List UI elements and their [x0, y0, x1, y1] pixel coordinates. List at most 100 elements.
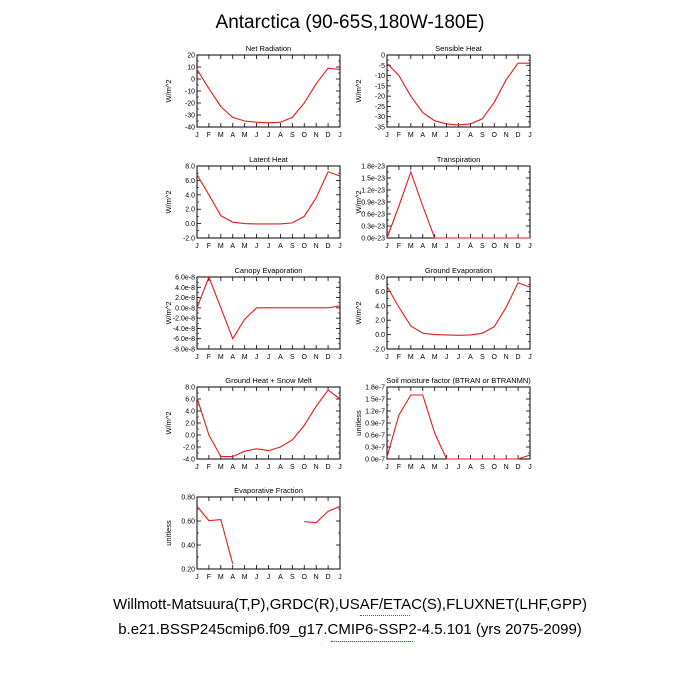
x-tick-label: J — [195, 243, 199, 250]
spell-squiggle-1 — [360, 614, 410, 616]
x-tick-label: J — [445, 132, 449, 139]
x-tick-label: D — [326, 243, 331, 250]
y-tick-label: 0.0 — [185, 433, 195, 440]
x-tick-label: M — [242, 464, 248, 471]
x-tick-label: M — [218, 574, 224, 581]
x-tick-label: N — [314, 243, 319, 250]
y-tick-label: -8.0e-8 — [173, 347, 195, 354]
y-tick-label: -40 — [185, 125, 195, 132]
y-tick-label: -25 — [375, 104, 385, 111]
spell-squiggle-2 — [331, 640, 413, 642]
x-tick-label: F — [397, 132, 401, 139]
x-tick-label: O — [492, 464, 498, 471]
x-tick-label: J — [528, 354, 532, 361]
x-tick-label: O — [492, 354, 498, 361]
y-axis-label: W/m^2 — [354, 190, 363, 213]
x-tick-label: S — [480, 132, 485, 139]
x-tick-label: N — [314, 464, 319, 471]
x-tick-label: M — [242, 132, 248, 139]
x-tick-label: J — [445, 243, 449, 250]
x-tick-label: J — [528, 464, 532, 471]
y-tick-label: 6.0 — [185, 178, 195, 185]
x-tick-label: M — [242, 354, 248, 361]
x-tick-label: N — [504, 464, 509, 471]
y-tick-label: -35 — [375, 125, 385, 132]
series-line — [386, 170, 530, 239]
x-tick-label: A — [278, 354, 283, 361]
y-tick-label: 0 — [191, 77, 195, 84]
x-tick-label: M — [408, 354, 414, 361]
y-tick-label: 0.20 — [181, 567, 195, 574]
y-tick-label: -6.0e-8 — [173, 336, 195, 343]
x-tick-label: A — [420, 243, 425, 250]
x-tick-label: O — [302, 354, 308, 361]
y-tick-label: -2.0e-8 — [173, 316, 195, 323]
x-tick-label: J — [267, 574, 271, 581]
y-tick-label: -20 — [185, 101, 195, 108]
x-tick-label: A — [420, 132, 425, 139]
x-tick-label: M — [432, 243, 438, 250]
x-tick-label: A — [278, 132, 283, 139]
x-tick-label: M — [218, 464, 224, 471]
x-tick-label: J — [195, 132, 199, 139]
y-tick-label: 4.0 — [375, 303, 385, 310]
x-tick-label: J — [267, 132, 271, 139]
x-tick-label: A — [278, 574, 283, 581]
y-tick-label: 0.80 — [181, 495, 195, 502]
x-tick-label: N — [504, 243, 509, 250]
x-tick-label: O — [492, 132, 498, 139]
x-tick-label: N — [504, 354, 509, 361]
panel-frame — [196, 276, 341, 350]
x-tick-label: S — [290, 464, 295, 471]
series-line — [304, 505, 341, 524]
x-tick-label: D — [516, 132, 521, 139]
x-tick-label: O — [302, 132, 308, 139]
x-tick-label: J — [385, 354, 389, 361]
x-tick-label: D — [516, 243, 521, 250]
y-axis-label: W/m^2 — [164, 301, 173, 324]
y-tick-label: 1.8e-23 — [361, 164, 385, 171]
y-tick-label: 6.0e-8 — [175, 275, 195, 282]
x-tick-label: J — [385, 132, 389, 139]
y-tick-label: 4.0 — [185, 192, 195, 199]
x-tick-label: A — [230, 464, 235, 471]
x-tick-label: J — [457, 243, 461, 250]
panel-title: Net Radiation — [246, 44, 291, 53]
panel-4: Canopy Evaporation W/m^2 6.0e-8 4.0e-8 2.0e-… — [164, 266, 342, 361]
y-tick-label: -2.0 — [373, 347, 385, 354]
x-tick-label: J — [267, 243, 271, 250]
panel-frame — [196, 496, 341, 570]
x-tick-label: J — [195, 464, 199, 471]
x-tick-label: J — [338, 243, 342, 250]
x-tick-label: M — [432, 464, 438, 471]
x-tick-label: A — [468, 354, 473, 361]
y-tick-label: 0.0 — [375, 332, 385, 339]
panel-frame — [386, 276, 531, 350]
y-tick-label: 0.0e-23 — [361, 236, 385, 243]
x-tick-label: A — [468, 132, 473, 139]
x-tick-label: M — [408, 243, 414, 250]
x-tick-label: A — [230, 574, 235, 581]
y-tick-label: 1.2e-7 — [365, 409, 385, 416]
y-tick-label: 1.5e-7 — [365, 397, 385, 404]
y-tick-label: 20 — [187, 53, 195, 60]
y-tick-label: -2.0 — [183, 236, 195, 243]
x-tick-label: M — [432, 354, 438, 361]
panel-1: Sensible HeatW/m^20-5-10-15-20-25-30-35J… — [354, 44, 532, 139]
y-tick-label: 0.9e-7 — [365, 421, 385, 428]
x-tick-label: A — [230, 243, 235, 250]
x-tick-label: J — [267, 464, 271, 471]
x-tick-label: J — [338, 574, 342, 581]
x-tick-label: N — [314, 354, 319, 361]
x-tick-label: J — [338, 132, 342, 139]
y-axis-label: unitless — [354, 410, 363, 436]
panel-title: Latent Heat — [249, 155, 289, 164]
y-tick-label: 0.9e-23 — [361, 200, 385, 207]
x-tick-label: S — [480, 354, 485, 361]
series-line — [386, 282, 531, 336]
x-tick-label: F — [207, 574, 211, 581]
y-tick-label: 6.0 — [375, 289, 385, 296]
panel-frame — [196, 386, 341, 460]
